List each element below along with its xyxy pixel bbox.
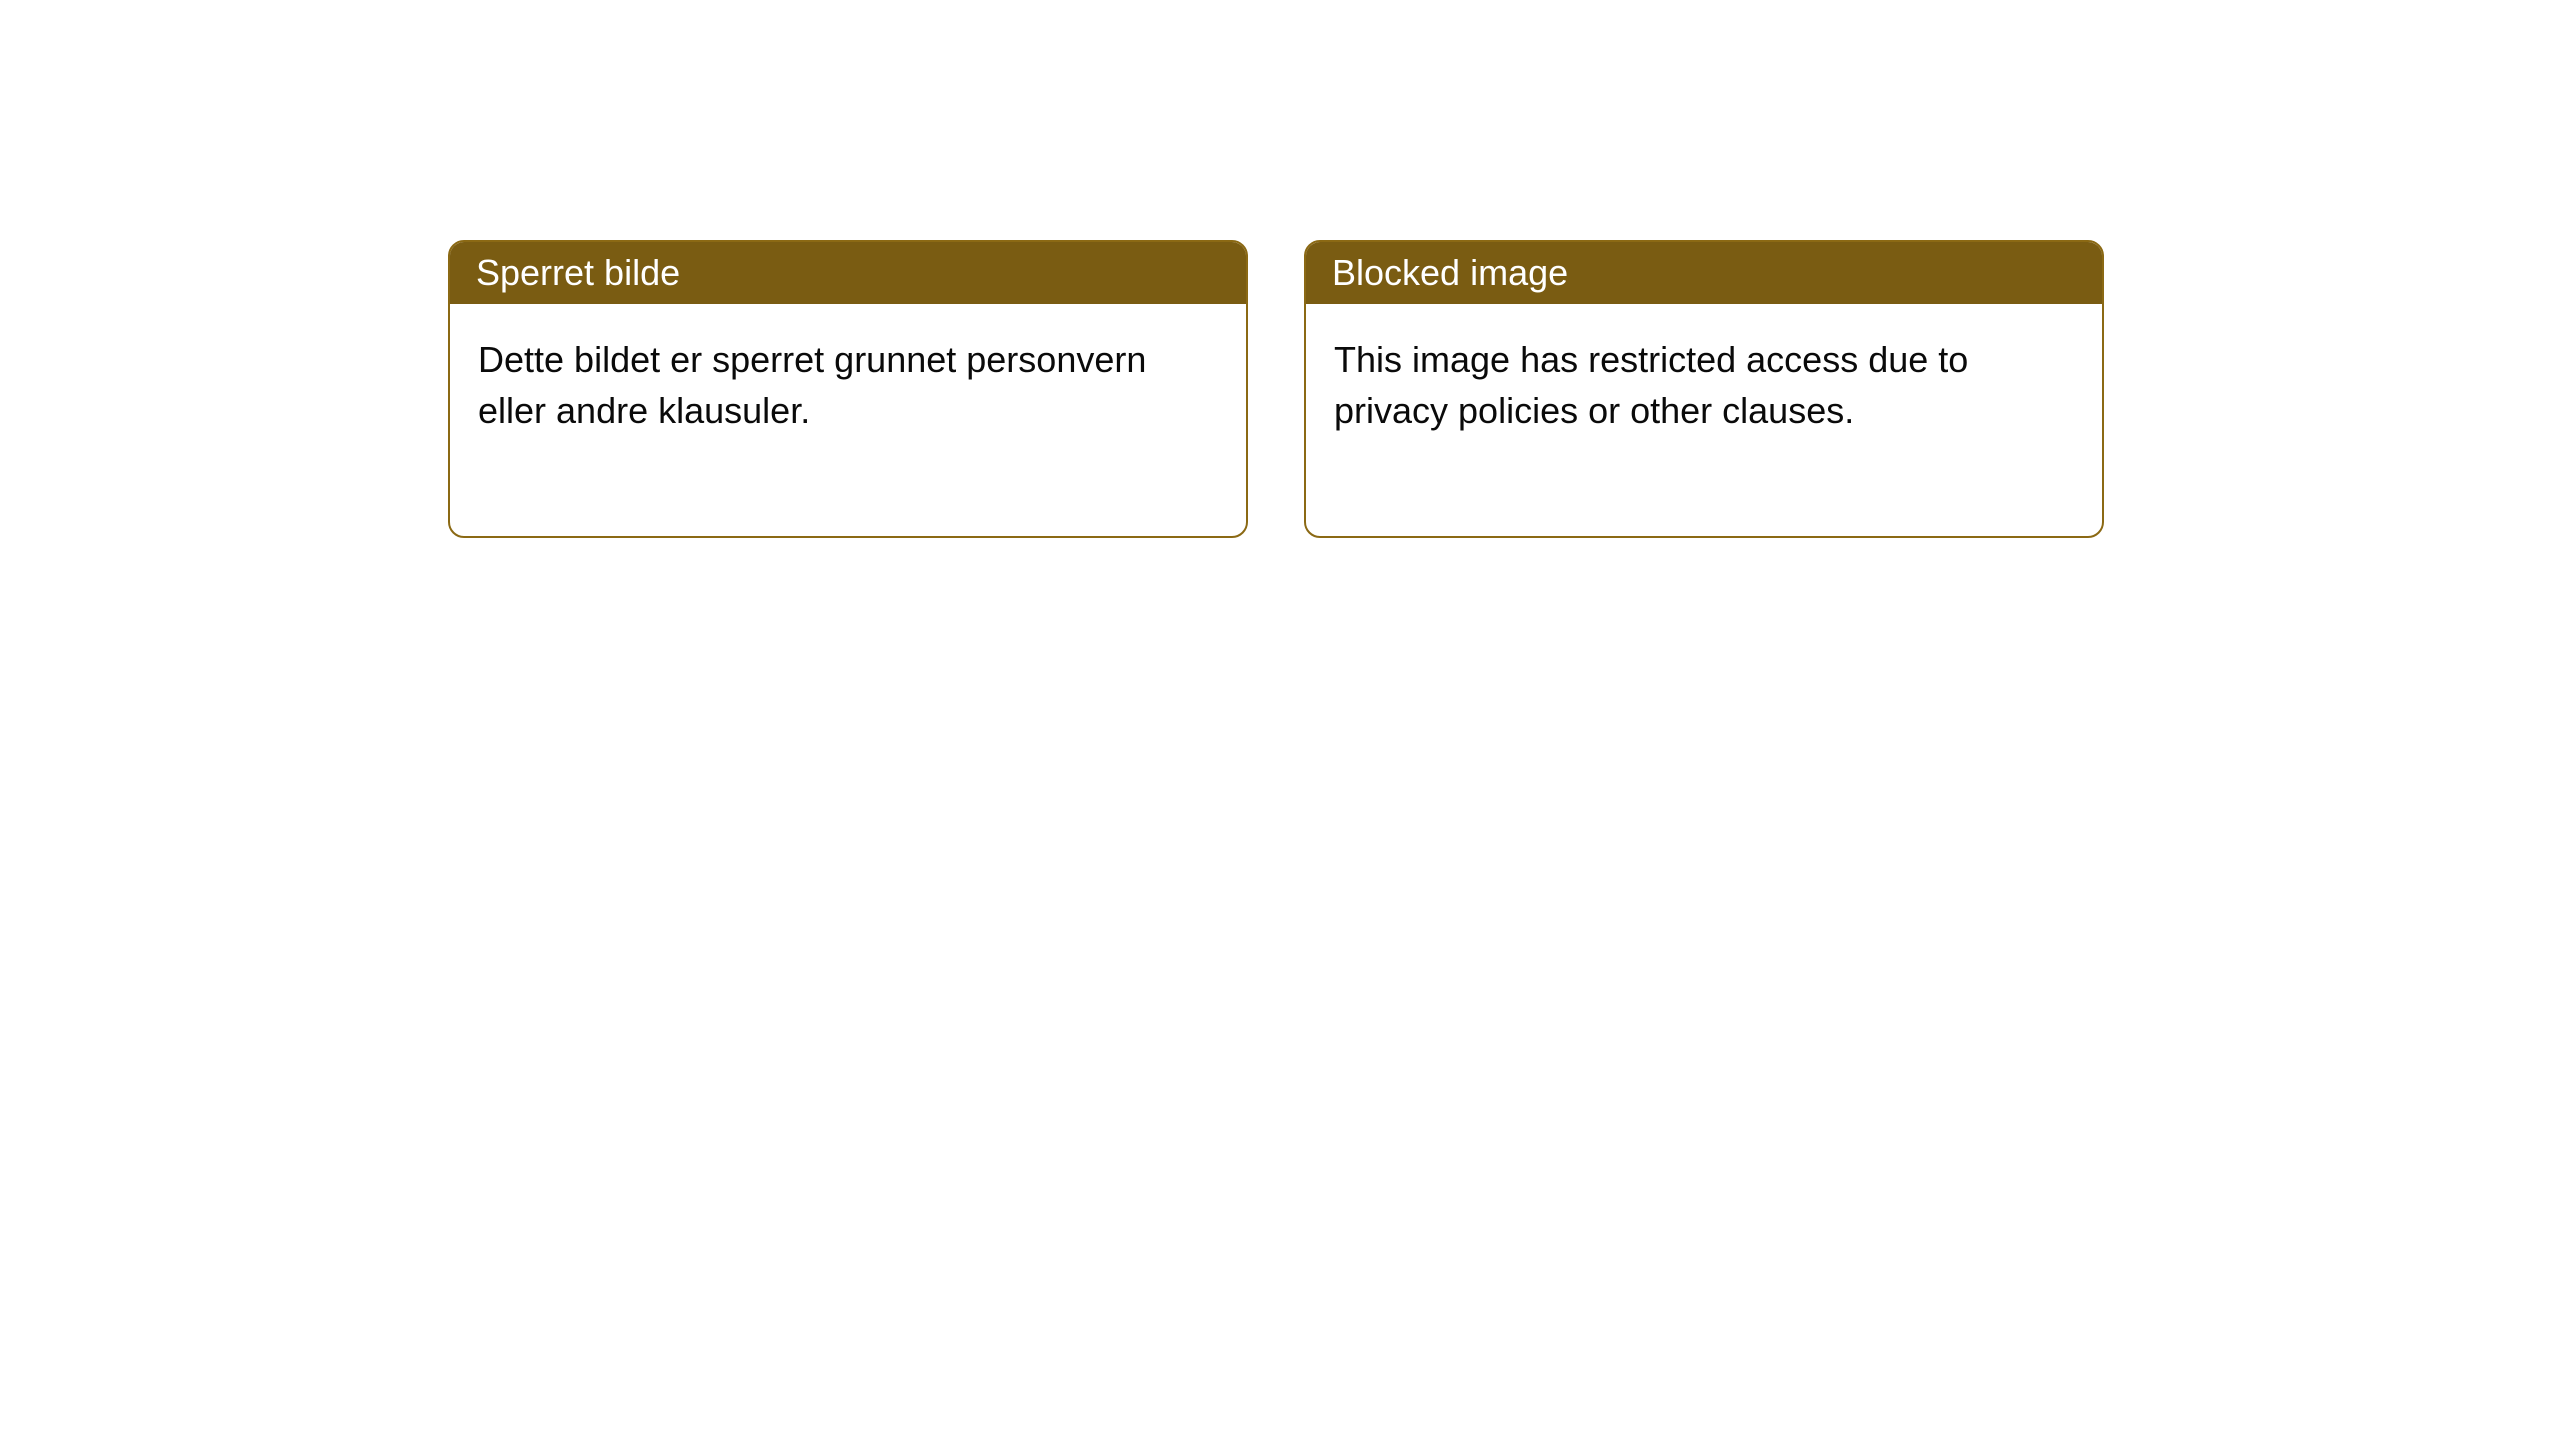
notice-body-no: Dette bildet er sperret grunnet personve… <box>450 304 1246 536</box>
notice-card-en: Blocked image This image has restricted … <box>1304 240 2104 538</box>
notice-body-en: This image has restricted access due to … <box>1306 304 2102 536</box>
notice-title-en: Blocked image <box>1306 242 2102 304</box>
notice-card-no: Sperret bilde Dette bildet er sperret gr… <box>448 240 1248 538</box>
notice-container: Sperret bilde Dette bildet er sperret gr… <box>0 0 2560 538</box>
notice-title-no: Sperret bilde <box>450 242 1246 304</box>
